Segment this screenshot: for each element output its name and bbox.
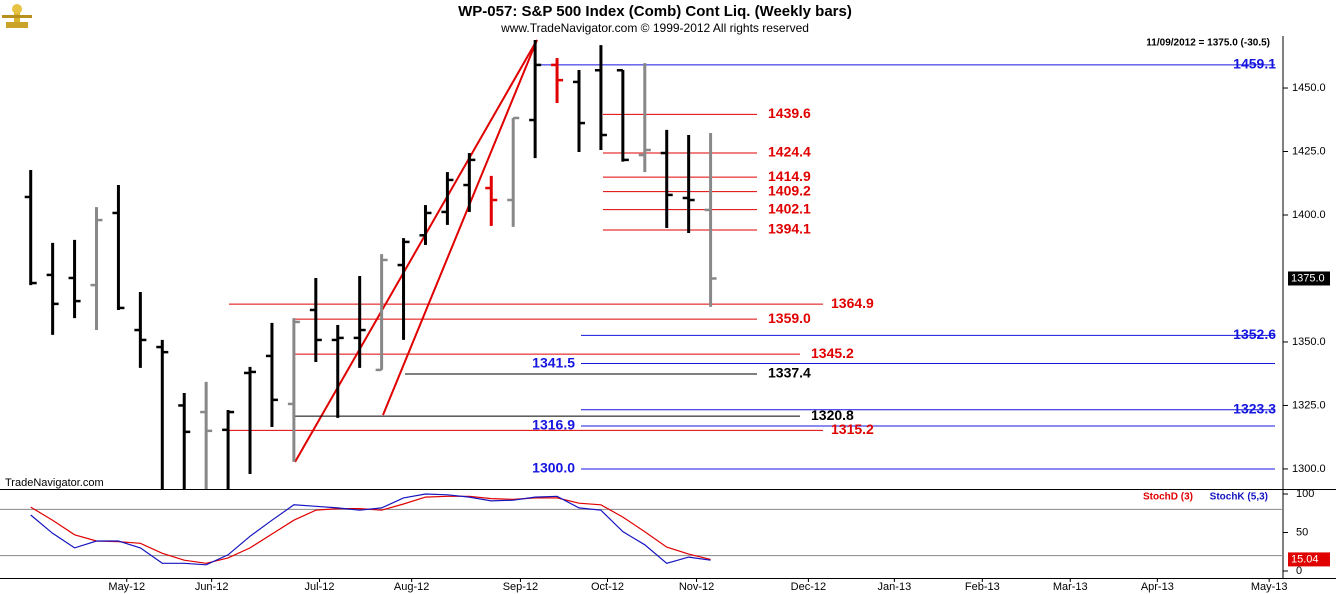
level-label: 1424.4: [768, 144, 811, 160]
level-label: 1364.9: [831, 295, 874, 311]
level-label: 1359.0: [768, 310, 811, 326]
x-tick-label: Jun-12: [195, 581, 229, 593]
legend-entry: StochK (5,3): [1210, 492, 1268, 503]
y-tick-label: 1400.0: [1292, 209, 1326, 221]
x-tick-label: Aug-12: [394, 581, 429, 593]
legend-entry: StochD (3): [1143, 492, 1193, 503]
level-label: 1300.0: [532, 460, 575, 476]
stoch-line: [30, 493, 711, 566]
level-label: 1439.6: [768, 105, 811, 121]
level-label: 1341.5: [532, 354, 575, 370]
level-label: 1337.4: [768, 365, 811, 381]
source-label: TradeNavigator.com: [5, 477, 104, 489]
last-price-label: 1375.0: [1291, 272, 1325, 284]
last-value-label: 15.04: [1291, 553, 1319, 565]
last-value-box: [1288, 552, 1330, 567]
level-label: 1352.6: [1233, 326, 1276, 342]
trend-line: [382, 39, 538, 416]
level-label: 1409.2: [768, 182, 811, 198]
level-label: 1320.8: [811, 407, 854, 423]
x-tick-label: Feb-13: [965, 581, 1000, 593]
y-tick-label: 1300.0: [1292, 463, 1326, 475]
last-price-box: [1288, 271, 1330, 286]
y-tick-label: 1425.0: [1292, 145, 1326, 157]
chart-subtitle: www.TradeNavigator.com © 1999-2012 All r…: [500, 21, 809, 35]
level-label: 1345.2: [811, 345, 854, 361]
x-tick-label: Dec-12: [791, 581, 826, 593]
trend-lines: [294, 39, 538, 463]
x-tick-label: Jan-13: [878, 581, 912, 593]
x-tick-label: Jul-12: [305, 581, 335, 593]
x-tick-label: Sep-12: [503, 581, 538, 593]
level-label: 1459.1: [1233, 56, 1276, 72]
chart-title: WP-057: S&P 500 Index (Comb) Cont Liq. (…: [458, 3, 852, 20]
y-tick-label: 1350.0: [1292, 336, 1326, 348]
x-tick-label: Oct-12: [591, 581, 624, 593]
x-tick-label: Apr-13: [1141, 581, 1174, 593]
logo: [2, 4, 32, 28]
y-tick-label: 1325.0: [1292, 399, 1326, 411]
y-tick-label: 100: [1296, 488, 1314, 500]
x-tick-label: May-13: [1251, 581, 1288, 593]
level-label: 1323.3: [1233, 400, 1276, 416]
y-tick-label: 0: [1296, 565, 1302, 577]
y-tick-label: 50: [1296, 526, 1308, 538]
x-tick-label: Nov-12: [679, 581, 714, 593]
x-tick-label: Mar-13: [1053, 581, 1088, 593]
level-label: 1316.9: [532, 417, 575, 433]
level-label: 1315.2: [831, 421, 874, 437]
level-label: 1394.1: [768, 221, 811, 237]
trend-line: [294, 39, 538, 463]
level-label: 1414.9: [768, 168, 811, 184]
level-label: 1402.1: [768, 200, 811, 216]
y-tick-label: 1450.0: [1292, 82, 1326, 94]
last-quote: 11/09/2012 = 1375.0 (-30.5): [1146, 38, 1270, 49]
x-tick-label: May-12: [108, 581, 145, 593]
